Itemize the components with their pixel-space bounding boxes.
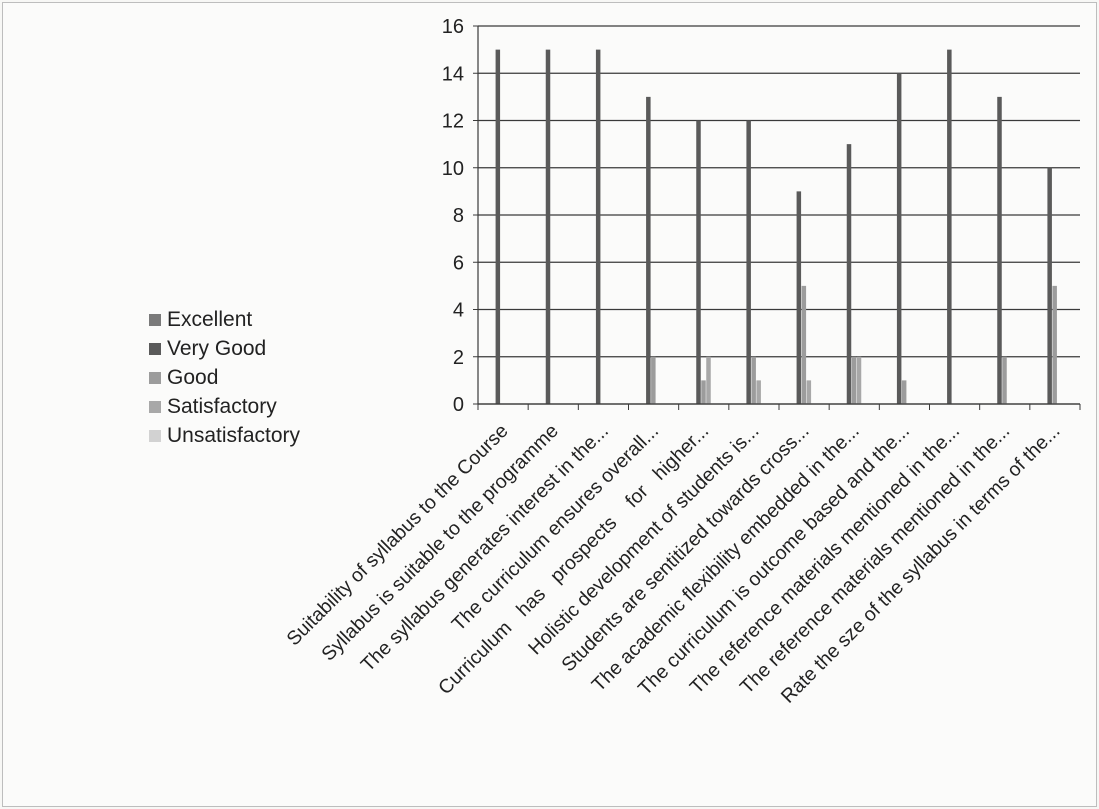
y-tick-label-16: 16 [442,16,464,38]
bar-very-good-2 [545,49,551,404]
legend-label-satisfactory: Satisfactory [167,394,277,418]
y-tick-label-10: 10 [442,158,464,180]
bar-satisfactory-7 [806,380,812,404]
y-tick-label-12: 12 [442,111,464,133]
legend-swatch-excellent [149,313,161,326]
bar-very-good-5 [696,120,701,404]
bar-very-good-9 [896,73,902,404]
legend-item-excellent: Excellent [149,305,300,334]
legend-swatch-satisfactory [149,400,161,413]
legend-swatch-very-good [149,342,161,355]
bar-very-good-10 [947,49,952,404]
bar-very-good-3 [595,49,601,404]
legend-item-good: Good [149,363,300,392]
y-tick-label-8: 8 [453,205,464,227]
bar-satisfactory-8 [856,356,862,404]
bar-good-12 [1052,285,1057,404]
legend-label-excellent: Excellent [167,307,253,331]
legend-item-satisfactory: Satisfactory [149,392,300,421]
bar-good-7 [801,285,807,404]
bar-very-good-11 [997,96,1002,404]
legend-label-unsatisfactory: Unsatisfactory [167,423,301,447]
bar-very-good-4 [646,96,651,404]
legend-swatch-good [149,371,161,384]
y-tick-label-6: 6 [453,252,464,274]
y-tick-label-0: 0 [453,394,464,416]
bar-good-9 [901,380,907,404]
bar-good-8 [851,356,857,404]
bar-good-4 [651,356,656,404]
bar-satisfactory-6 [756,380,761,404]
legend: Excellent Very Good Good Satisfactory Un… [149,305,300,450]
y-tick-label-4: 4 [453,300,464,322]
bar-very-good-8 [846,144,852,404]
bar-good-5 [701,380,706,404]
bar-very-good-12 [1047,167,1052,404]
legend-item-unsatisfactory: Unsatisfactory [149,421,300,450]
legend-item-very-good: Very Good [149,334,300,363]
bar-very-good-7 [796,191,802,404]
legend-label-good: Good [167,365,219,389]
bar-good-6 [751,356,756,404]
y-tick-label-14: 14 [442,63,464,85]
bar-very-good-6 [746,120,751,404]
y-tick-label-2: 2 [453,347,464,369]
bar-good-11 [1002,356,1007,404]
legend-swatch-unsatisfactory [149,429,161,442]
bar-satisfactory-5 [706,356,711,404]
legend-label-very-good: Very Good [167,336,267,360]
bar-very-good-1 [495,49,501,404]
